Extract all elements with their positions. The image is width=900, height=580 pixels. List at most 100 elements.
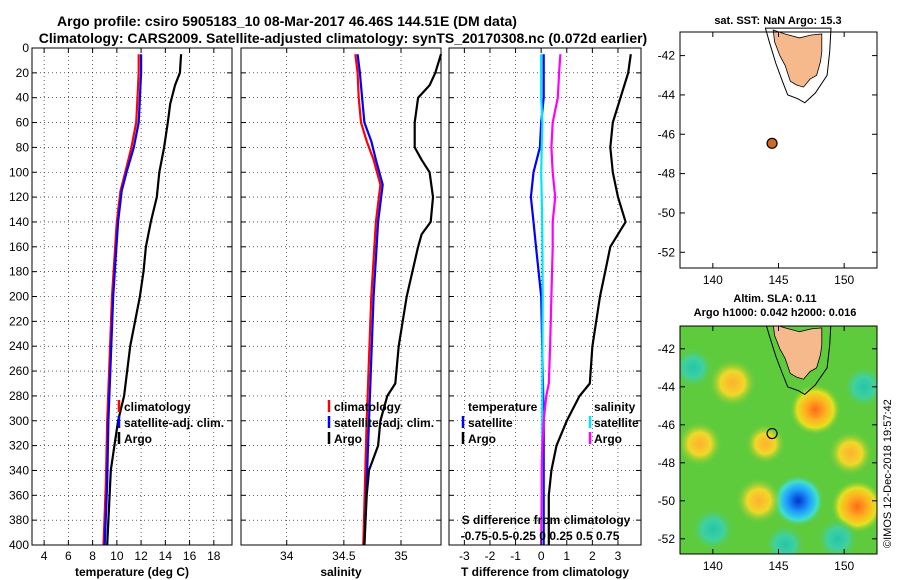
- legend-label-argo: Argo: [334, 432, 362, 446]
- x-tick-label: 150: [834, 559, 854, 573]
- legend-title-salinity: salinity: [594, 400, 636, 414]
- y-tick-label: 60: [16, 116, 30, 130]
- y-tick-label: -42: [658, 342, 676, 356]
- x-tick-label: -1: [510, 549, 521, 563]
- y-tick-label: 0: [22, 41, 29, 55]
- x-tick-label: 1: [563, 549, 570, 563]
- y-tick-label: -52: [658, 245, 676, 259]
- shelf-contour: [765, 326, 832, 396]
- argo-position-marker: [766, 137, 778, 149]
- y-tick-label: 320: [9, 439, 29, 453]
- sst-map: 140 145 150 -42 -44 -46 -48 -50 -52: [658, 27, 878, 287]
- y-tick-label: -48: [658, 167, 676, 181]
- legend-label-argo: Argo: [124, 432, 152, 446]
- difference-panel: -3 -2 -1 0 1 2 3 T difference from climatology: [448, 47, 642, 579]
- y-tick-label: -50: [658, 206, 676, 220]
- y-tick-label: 260: [9, 364, 29, 378]
- s-difference-axis-label: S difference from climatology: [462, 513, 631, 527]
- sla-map: 140 145 150 -42 -44 -46 -48 -50 -52: [658, 325, 878, 573]
- argo-position-marker: [766, 427, 778, 440]
- x-tick-label: 12: [134, 549, 148, 563]
- sla-anomaly-blob: [690, 507, 735, 552]
- y-tick-label: 40: [16, 91, 30, 105]
- figure-title-line2: Climatology: CARS2009. Satellite-adjuste…: [39, 30, 647, 46]
- legend-label-temp-argo: Argo: [468, 432, 496, 446]
- x-tick-label: 140: [703, 559, 723, 573]
- y-tick-label: 380: [9, 513, 29, 527]
- y-tick-label: -46: [658, 127, 676, 141]
- legend-label-climatology: climatology: [334, 400, 401, 414]
- y-tick-label: 340: [9, 463, 29, 477]
- sla-anomaly-blob: [842, 365, 877, 408]
- y-tick-label: 20: [16, 66, 30, 80]
- sst-map-background: [680, 32, 877, 268]
- y-tick-label: 360: [9, 488, 29, 502]
- legend-label-sal-argo: Argo: [594, 432, 622, 446]
- sla-anomaly-blob: [744, 423, 786, 465]
- tasmania-land: [772, 29, 823, 88]
- tasmania-land: [773, 326, 823, 380]
- series-satellite-adj-clim-: [356, 54, 384, 546]
- series-satellite-adj-clim-: [103, 54, 143, 546]
- y-tick-label: -42: [658, 49, 676, 63]
- salinity-panel: 34 34.5 35 salinity: [240, 47, 443, 579]
- y-tick-label: 240: [9, 339, 29, 353]
- legend-title-temperature: temperature: [468, 400, 538, 414]
- sla-anomaly-blob: [764, 524, 806, 554]
- x-tick-label: 2: [589, 549, 596, 563]
- y-tick-label: 200: [9, 290, 29, 304]
- series-argo: [363, 53, 443, 546]
- y-tick-label: -44: [658, 380, 676, 394]
- sla-anomaly-blob: [789, 383, 842, 436]
- y-tick-label: 160: [9, 240, 29, 254]
- y-tick-label: 400: [9, 538, 29, 552]
- y-tick-label: 140: [9, 215, 29, 229]
- x-tick-label: 6: [65, 549, 72, 563]
- x-tick-label: 3: [615, 549, 622, 563]
- x-tick-label: 0: [538, 549, 545, 563]
- sla-anomaly-blob: [680, 421, 723, 467]
- y-tick-label: 280: [9, 389, 29, 403]
- imos-timestamp: ©IMOS 12-Dec-2018 19:57:42: [882, 399, 894, 548]
- x-axis-label: salinity: [320, 565, 362, 579]
- sla-anomaly-blob: [772, 474, 825, 527]
- x-tick-label: 18: [207, 549, 221, 563]
- series-climatology: [102, 54, 140, 546]
- difference-legend-temperature: temperature satellite Argo: [461, 400, 538, 446]
- y-tick-label: 220: [9, 314, 29, 328]
- x-tick-label: 34.5: [332, 549, 356, 563]
- difference-legend-salinity: salinity satellite Argo: [588, 400, 639, 446]
- y-tick-label: -46: [658, 418, 676, 432]
- legend-label-satellite-adj: satellite-adj. clim.: [124, 416, 224, 430]
- x-tick-label: 8: [89, 549, 96, 563]
- legend-label-climatology: climatology: [124, 400, 191, 414]
- x-axis-label: temperature (deg C): [75, 565, 189, 579]
- x-tick-label: 140: [703, 273, 723, 287]
- y-tick-label: -48: [658, 456, 676, 470]
- figure-title-line1: Argo profile: csiro 5905183_10 08-Mar-20…: [57, 13, 517, 29]
- series-temperature-argo: [547, 54, 632, 545]
- legend-label-sal-satellite: satellite: [594, 416, 639, 430]
- x-tick-label: 4: [41, 549, 48, 563]
- y-tick-label: -50: [658, 494, 676, 508]
- s-difference-axis-ticks: -0.75-0.5-0.25 0 0.25 0.5 0.75: [461, 529, 620, 543]
- sst-map-title: sat. SST: NaN Argo: 15.3: [714, 15, 841, 27]
- y-tick-label: 120: [9, 190, 29, 204]
- temperature-panel: 4 6 8 10 12 14 16 18020406080100120140160180200…: [9, 41, 233, 579]
- x-tick-label: 10: [110, 549, 124, 563]
- series-salinity-satellite: [540, 54, 544, 546]
- y-tick-label: -52: [658, 532, 676, 546]
- y-tick-label: -44: [658, 88, 676, 102]
- temperature-legend: climatology satellite-adj. clim. Argo: [117, 400, 224, 446]
- series-argo: [106, 54, 183, 546]
- y-tick-label: 80: [16, 140, 30, 154]
- shelf-contour: [764, 27, 832, 104]
- x-tick-label: 35: [394, 549, 408, 563]
- x-tick-label: 14: [159, 549, 173, 563]
- x-axis-label: T difference from climatology: [461, 565, 629, 579]
- sla-anomaly-blob: [708, 358, 757, 408]
- series-climatology: [354, 54, 382, 546]
- x-tick-label: -3: [459, 549, 470, 563]
- x-tick-label: 16: [183, 549, 197, 563]
